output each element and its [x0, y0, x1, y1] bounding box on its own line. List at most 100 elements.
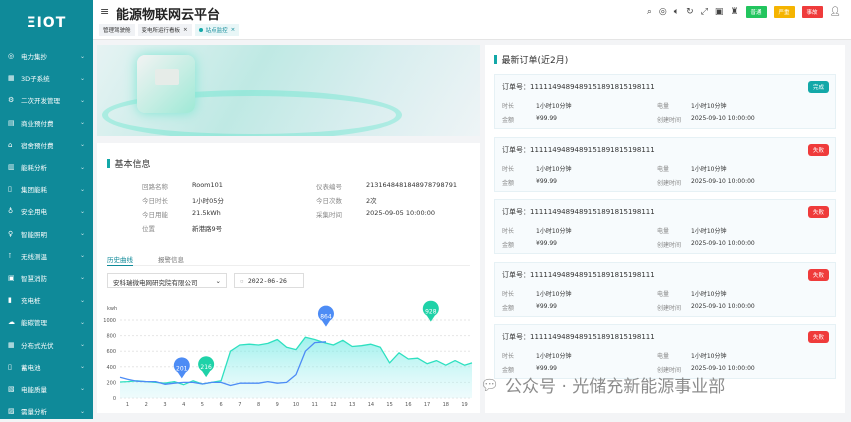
close-icon[interactable]: ×: [230, 27, 236, 33]
chevron-down-icon: ⌄: [79, 96, 85, 104]
user-icon[interactable]: 👤︎: [829, 7, 841, 17]
charger-icon: ▮: [8, 296, 12, 305]
wechat-icon: 💬︎: [480, 375, 500, 394]
company-select[interactable]: 安科瑞微电网研究院有限公司 ⌄: [107, 273, 227, 288]
data-label: 216: [200, 364, 212, 371]
sidebar-item[interactable]: ▧ 电能质量 ⌄: [0, 378, 93, 400]
sidebar-item[interactable]: ▯ 集团能耗 ⌄: [0, 178, 93, 200]
label: 创建时间: [657, 367, 682, 374]
status-badge: 失败: [807, 206, 829, 218]
sidebar-item[interactable]: ▯ 蓄电池 ⌄: [0, 356, 93, 378]
sidebar-item[interactable]: ◎ 电力集抄 ⌄: [0, 45, 93, 67]
sidebar-item[interactable]: ▮ 充电桩 ⌄: [0, 289, 93, 311]
field-value: 2次: [366, 197, 377, 205]
watermark: 💬︎ 公众号 · 光储充新能源事业部: [480, 372, 726, 398]
sidebar-item[interactable]: ⌂ 宿舍预付费 ⌄: [0, 134, 93, 156]
order-card[interactable]: 订单号：1111149489489151891815198111 失败 时长 1…: [494, 199, 836, 254]
sidebar-item[interactable]: ⊺ 无线测温 ⌄: [0, 245, 93, 267]
order-card[interactable]: 订单号：1111149489489151891815198111 失败 时长 1…: [494, 261, 836, 317]
chevron-down-icon: ⌄: [79, 407, 85, 415]
tab-history-curve[interactable]: 历史曲线: [107, 256, 133, 266]
x-tick-label: 18: [443, 402, 449, 408]
search-icon[interactable]: ⌕: [646, 7, 652, 17]
sidebar-item[interactable]: ▤ 商业预付费 ⌄: [0, 112, 93, 134]
sidebar-item[interactable]: ▦ 分布式光伏 ⌄: [0, 333, 93, 355]
sidebar-item[interactable]: ⚙ 二次开发管理 ⌄: [0, 89, 93, 111]
field-value: 新港路9号: [192, 225, 223, 233]
x-tick-label: 13: [349, 402, 355, 408]
refresh-icon[interactable]: ↻: [686, 7, 694, 17]
label: 金额: [502, 117, 515, 124]
chevron-down-icon: ⌄: [79, 207, 85, 215]
bulb-icon: ♀: [8, 229, 14, 238]
field-label: 位置: [142, 225, 155, 233]
sidebar-item[interactable]: ☁ 能碳管理 ⌄: [0, 311, 93, 333]
x-tick-label: 7: [238, 402, 241, 408]
fullscreen-icon[interactable]: ⤢: [700, 7, 708, 17]
extinguisher-icon: ▣: [8, 273, 15, 282]
sidebar-item-label: 3D子系统: [21, 75, 50, 84]
toolbar: ⌕ ◎ 🔈︎ ↻ ⤢ ▣ ♜ 普通 严重 事故 👤︎: [647, 6, 841, 18]
close-icon[interactable]: ×: [183, 27, 188, 33]
amount-value: ¥99.99: [536, 240, 557, 247]
watermark-text: 公众号 · 光储充新能源事业部: [505, 377, 726, 397]
sidebar-item[interactable]: ▣ 智慧消防 ⌄: [0, 267, 93, 289]
alarm-accident-button[interactable]: 事故: [801, 6, 823, 18]
label: 创建时间: [657, 304, 682, 312]
tab-alarm-info[interactable]: 报警信息: [158, 256, 184, 264]
chevron-down-icon: ⌄: [79, 341, 85, 349]
chevron-down-icon: ⌄: [79, 230, 85, 238]
sidebar-item[interactable]: ♀ 智能照明 ⌄: [0, 223, 93, 245]
label: 创建时间: [657, 179, 682, 187]
amount-value: ¥99.99: [536, 115, 557, 122]
sidebar-item-label: 智慧消防: [21, 274, 47, 283]
tab-site-monitor[interactable]: 站点监控 ×: [194, 24, 240, 36]
order-card[interactable]: 订单号：1111149489489151891815198111 完成 时长 1…: [494, 74, 836, 129]
translate-icon[interactable]: ▣: [714, 7, 724, 17]
data-label: 928: [425, 309, 437, 316]
created-value: 2025-09-10 10:00:00: [691, 365, 755, 372]
sidebar-item[interactable]: ▥ 能耗分析 ⌄: [0, 156, 93, 178]
order-card[interactable]: 订单号：1111149489489151891815198111 失败 时长 1…: [494, 324, 836, 379]
menu-toggle-icon[interactable]: ≡: [100, 5, 110, 18]
label: 电量: [657, 290, 670, 298]
created-value: 2025-09-10 10:00:00: [691, 240, 755, 247]
x-tick-label: 3: [163, 402, 166, 408]
chevron-down-icon: ⌄: [79, 318, 85, 326]
chevron-down-icon: ⌄: [215, 277, 221, 285]
chevron-down-icon: ⌄: [79, 52, 85, 60]
data-marker: [317, 305, 334, 327]
data-label: 201: [176, 365, 188, 372]
tab-cockpit[interactable]: 管理驾驶舱: [99, 24, 135, 36]
date-picker[interactable]: ▫ 2022-06-26: [234, 273, 304, 288]
x-tick-label: 17: [424, 402, 430, 408]
help-icon[interactable]: ◎: [658, 7, 667, 17]
data-marker: [422, 300, 439, 322]
sidebar-item-label: 能碳管理: [21, 319, 47, 328]
tab-substation[interactable]: 变电所运行看板 ×: [137, 24, 192, 36]
y-tick-label: 200: [106, 380, 116, 386]
alarm-serious-button[interactable]: 严重: [773, 6, 795, 18]
sidebar-item[interactable]: ▦ 3D子系统 ⌄: [0, 67, 93, 89]
energy-value: 1小时10分钟: [691, 290, 727, 298]
fire-icon: ♁: [8, 207, 14, 216]
theme-icon[interactable]: ♜: [730, 7, 739, 17]
created-value: 2025-09-10 10:00:00: [691, 177, 755, 185]
chevron-down-icon: ⌄: [79, 385, 85, 393]
status-badge: 失败: [807, 143, 829, 156]
x-tick-label: 5: [201, 402, 204, 408]
sidebar-item[interactable]: ♁ 安全用电 ⌄: [0, 200, 93, 222]
label: 时长: [502, 353, 515, 360]
sidebar-item-label: 集团能耗: [21, 186, 47, 195]
alarm-normal-button[interactable]: 普通: [745, 6, 767, 18]
order-number: 订单号：1111149489489151891815198111: [502, 83, 655, 91]
label: 金额: [502, 242, 515, 249]
document-icon: ▯: [8, 185, 12, 194]
order-card[interactable]: 订单号：1111149489489151891815198111 失败 时长 1…: [494, 136, 836, 192]
label: 电量: [657, 228, 670, 235]
volume-icon[interactable]: 🔈︎: [673, 7, 680, 17]
info-field: 仪表编号 2131648481848978798791: [316, 181, 457, 191]
thermometer-icon: ⊺: [8, 251, 12, 260]
sidebar-item-label: 能耗分析: [21, 164, 47, 173]
sidebar-item[interactable]: ▨ 需量分析 ⌄: [0, 400, 93, 422]
